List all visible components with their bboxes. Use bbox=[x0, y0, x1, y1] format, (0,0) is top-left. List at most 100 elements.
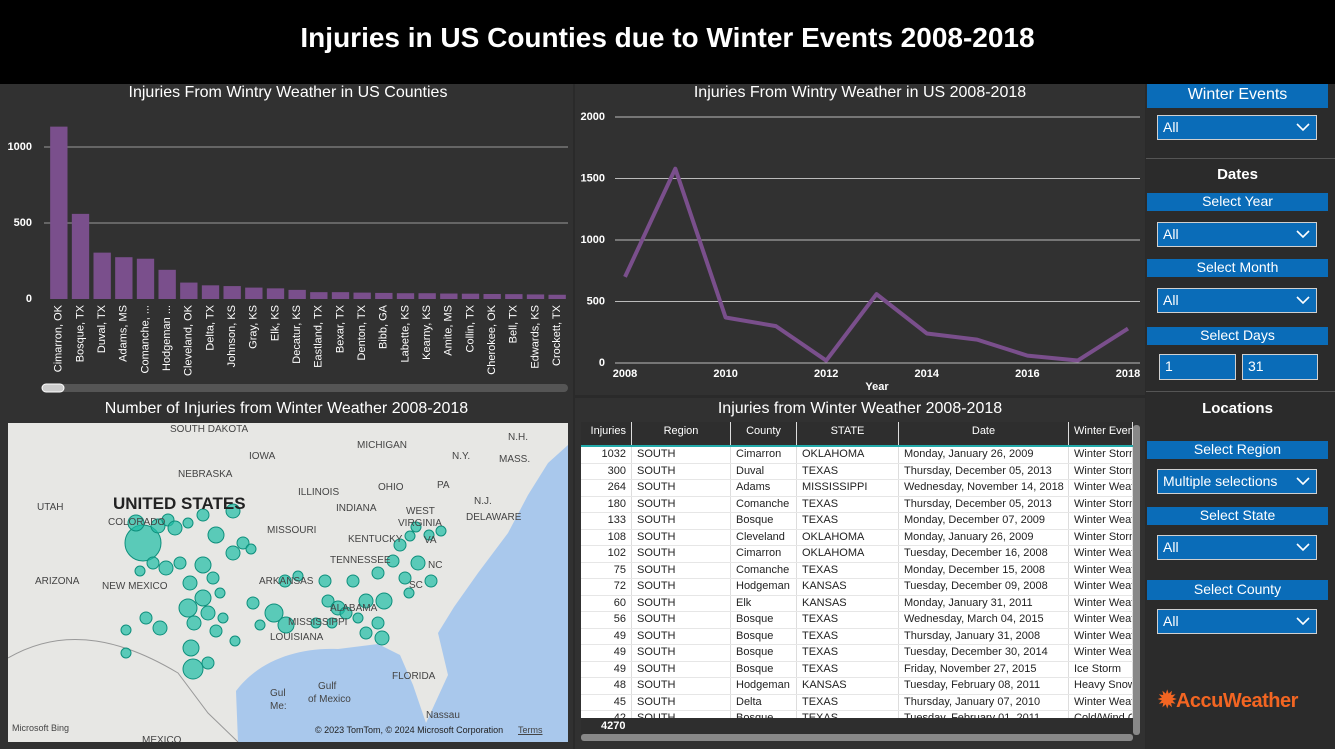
x-tick-label: Kearny, KS bbox=[421, 305, 433, 360]
table-cell: SOUTH bbox=[632, 628, 731, 644]
chart-title: Injuries From Wintry Weather in US 2008-… bbox=[694, 84, 1026, 101]
table-cell: 56 bbox=[581, 612, 632, 628]
table-scrollbar[interactable] bbox=[1133, 425, 1140, 735]
table-row: 108 SOUTH Cleveland OKLAHOMA Monday, January… bbox=[581, 529, 1133, 546]
table-cell: Thursday, December 05, 2013 bbox=[899, 463, 1069, 479]
dropdown[interactable]: All bbox=[1157, 288, 1317, 313]
table-cell: SOUTH bbox=[632, 447, 731, 463]
table-cell: Monday, January 26, 2009 bbox=[899, 529, 1069, 545]
map-title: Number of Injuries from Winter Weather 2… bbox=[104, 400, 469, 417]
table-cell: Adams bbox=[731, 480, 797, 496]
table-cell: Winter Weather bbox=[1069, 513, 1133, 529]
slicer-header: Select Days bbox=[1147, 327, 1328, 345]
table-cell: Hodgeman bbox=[731, 678, 797, 694]
bubble bbox=[146, 556, 160, 570]
section-title: Locations bbox=[1202, 400, 1273, 417]
table-title: Injuries from Winter Weather 2008-2018 bbox=[717, 400, 1003, 417]
bar bbox=[223, 286, 241, 299]
dropdown-value: Multiple selections bbox=[1163, 473, 1278, 489]
map-label: Gulf bbox=[318, 681, 337, 692]
bubble bbox=[158, 560, 174, 576]
dropdown[interactable]: Multiple selections bbox=[1157, 469, 1317, 494]
column-header[interactable]: County bbox=[731, 422, 797, 445]
table-row: 49 SOUTH Bosque TEXAS Thursday, January 31, … bbox=[581, 628, 1133, 645]
bubble bbox=[120, 647, 132, 659]
slicer-header: Winter Events bbox=[1147, 84, 1328, 108]
bar bbox=[201, 285, 220, 299]
table-cell: KANSAS bbox=[797, 579, 899, 595]
table-cell: 300 bbox=[581, 463, 632, 479]
table-cell: SOUTH bbox=[632, 513, 731, 529]
bar bbox=[331, 292, 350, 299]
table-cell: 72 bbox=[581, 579, 632, 595]
column-header[interactable]: Region bbox=[632, 422, 731, 445]
table-cell: Bosque bbox=[731, 612, 797, 628]
dropdown[interactable]: All bbox=[1157, 115, 1317, 140]
table-cell: Cimarron bbox=[731, 546, 797, 562]
day-input[interactable]: 1 bbox=[1159, 354, 1236, 380]
dropdown[interactable]: All bbox=[1157, 535, 1317, 560]
bar bbox=[418, 293, 436, 299]
table-cell: SOUTH bbox=[632, 645, 731, 661]
bubble bbox=[200, 605, 216, 621]
table-cell: OKLAHOMA bbox=[797, 529, 899, 545]
bar bbox=[93, 252, 111, 299]
table-cell: Tuesday, December 30, 2014 bbox=[899, 645, 1069, 661]
map-label: ARKANSAS bbox=[259, 576, 314, 587]
separator bbox=[1146, 391, 1335, 392]
map-label: INDIANA bbox=[336, 503, 377, 514]
column-header[interactable]: Date bbox=[899, 422, 1069, 445]
table-cell: SOUTH bbox=[632, 463, 731, 479]
dropdown-value: All bbox=[1163, 119, 1179, 135]
table-cell: TEXAS bbox=[797, 612, 899, 628]
line bbox=[623, 166, 1130, 363]
bubble bbox=[423, 529, 435, 541]
map-provider: Microsoft Bing bbox=[12, 723, 70, 733]
table-cell: Tuesday, February 08, 2011 bbox=[899, 678, 1069, 694]
slicer-header: Select Year bbox=[1147, 193, 1328, 211]
map-label: MISSISSIPPI bbox=[288, 617, 348, 628]
x-tick-label: Duval, TX bbox=[96, 304, 108, 353]
x-tick-label: Decatur, KS bbox=[291, 305, 303, 364]
map[interactable]: SOUTH DAKOTA MICHIGAN N.H. IOWA N.Y. MASS. NEB… bbox=[8, 423, 568, 742]
bubble bbox=[182, 575, 198, 591]
scrollbar[interactable] bbox=[42, 384, 568, 392]
map-label: ALABAMA bbox=[330, 603, 378, 614]
map-label: N.H. bbox=[508, 432, 528, 443]
bar bbox=[180, 282, 198, 299]
column-header[interactable]: Injuries bbox=[581, 422, 632, 445]
bubble bbox=[209, 624, 223, 638]
x-tick-label: Bosque, TX bbox=[74, 304, 86, 362]
map-terms[interactable]: Terms bbox=[518, 725, 543, 735]
column-header[interactable]: Winter Events bbox=[1069, 422, 1133, 445]
x-tick-label: Johnson, KS bbox=[226, 305, 238, 367]
bar bbox=[505, 294, 523, 299]
table-cell: Cimarron bbox=[731, 447, 797, 463]
line-panel: Injuries From Wintry Weather in US 2008-… bbox=[575, 84, 1145, 395]
dropdown[interactable]: All bbox=[1157, 222, 1317, 247]
column-header[interactable]: STATE bbox=[797, 422, 899, 445]
y-tick-label: 0 bbox=[26, 293, 32, 305]
map-label: IOWA bbox=[249, 451, 276, 462]
table-hscroll[interactable] bbox=[581, 734, 1133, 741]
table-row: 1032 SOUTH Cimarron OKLAHOMA Monday, January… bbox=[581, 447, 1133, 464]
x-tick-label: 2010 bbox=[713, 368, 737, 380]
bar bbox=[310, 292, 328, 299]
map-label: MISSOURI bbox=[267, 525, 317, 536]
table-cell: TEXAS bbox=[797, 496, 899, 512]
day-input[interactable]: 31 bbox=[1242, 354, 1318, 380]
bar bbox=[71, 213, 90, 299]
scroll-thumb[interactable] bbox=[41, 383, 65, 393]
bubble bbox=[194, 589, 212, 607]
x-tick-label: Elk, KS bbox=[269, 305, 281, 341]
table-cell: Duval bbox=[731, 463, 797, 479]
table-row: 264 SOUTH Adams MISSISSIPPI Wednesday, Novem… bbox=[581, 480, 1133, 497]
bubble bbox=[424, 574, 438, 588]
dropdown-value: All bbox=[1163, 226, 1179, 242]
bar bbox=[375, 292, 393, 299]
bubble bbox=[371, 616, 385, 630]
dropdown[interactable]: All bbox=[1157, 609, 1317, 634]
table-cell: Bosque bbox=[731, 661, 797, 677]
